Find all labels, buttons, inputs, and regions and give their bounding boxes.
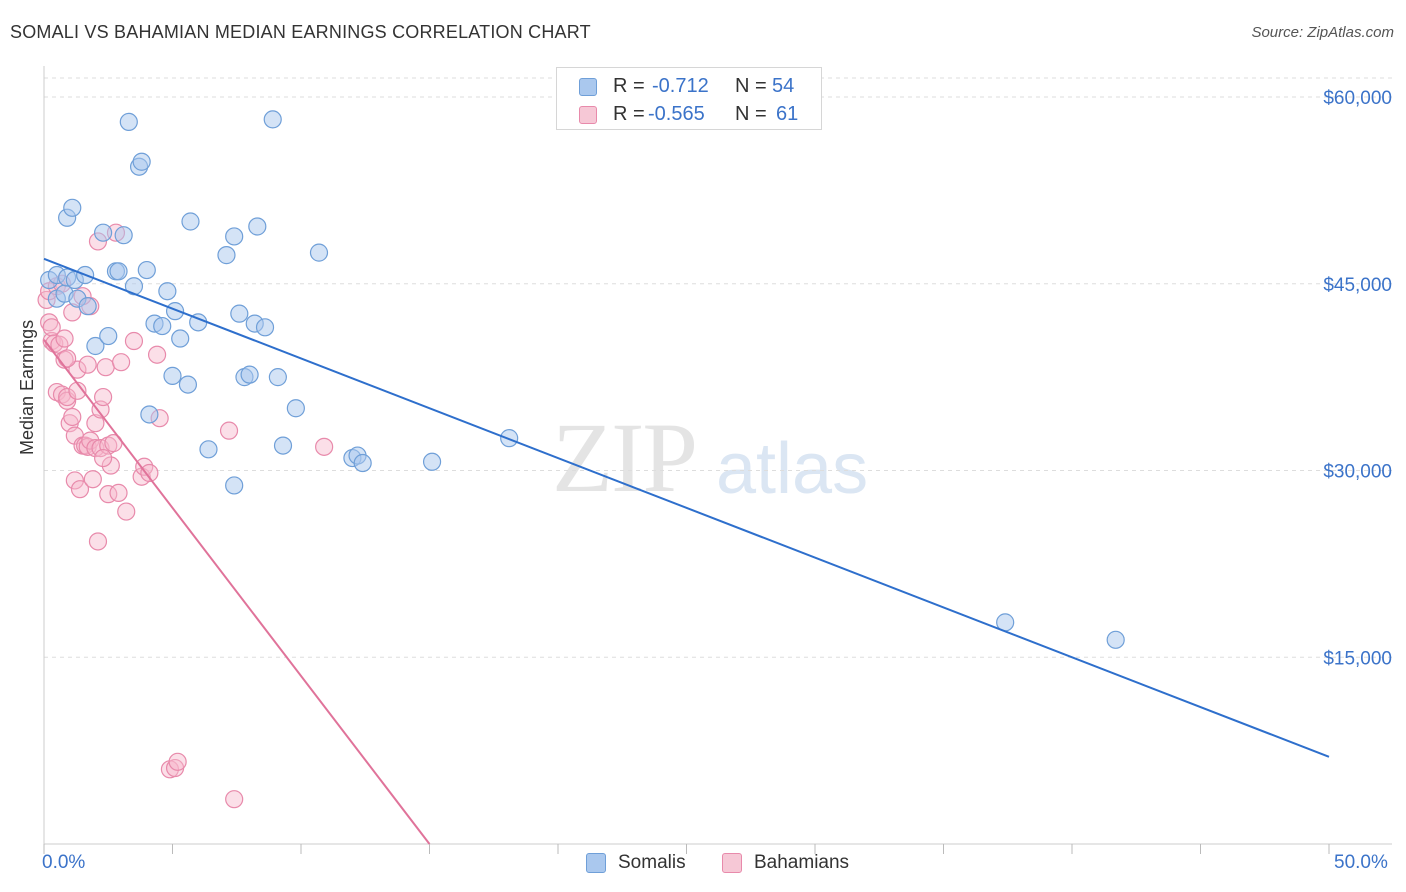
- bahamian-point-55: [219, 421, 239, 440]
- trend-lines: [43, 257, 1330, 845]
- bahamian-swatch: [579, 106, 597, 124]
- somali-point-38: [240, 365, 259, 384]
- somali-point-49: [353, 453, 372, 473]
- somali-point-21: [137, 260, 156, 280]
- source-label: Source: ZipAtlas.com: [1251, 24, 1394, 41]
- bahamian-r-value: -0.565: [648, 103, 705, 125]
- x-tick-label-max: 50.0%: [1334, 852, 1388, 873]
- bahamian-point-40: [101, 456, 120, 475]
- somali-point-40: [248, 217, 267, 236]
- chart-title: SOMALI VS BAHAMIAN MEDIAN EARNINGS CORRE…: [10, 22, 591, 42]
- somali-point-32: [199, 440, 218, 459]
- bahamian-point-14: [58, 387, 77, 407]
- bahamian-trend-line: [43, 339, 431, 845]
- y-tick-labels: $15,000 $30,000 $45,000 $60,000: [1323, 88, 1392, 669]
- somali-point-34: [225, 227, 244, 246]
- x-tick-label-min: 0.0%: [42, 852, 86, 873]
- somali-point-18: [119, 112, 138, 132]
- somali-point-24: [153, 316, 172, 336]
- bahamian-point-12: [55, 329, 74, 348]
- somali-point-10: [78, 297, 97, 316]
- somali-points: [40, 110, 1125, 649]
- somali-point-11: [86, 336, 105, 356]
- somali-point-15: [109, 262, 128, 281]
- bahamian-point-19: [65, 471, 84, 490]
- bahamian-point-36: [94, 387, 113, 407]
- bahamian-point-26: [78, 355, 97, 374]
- somali-point-29: [178, 375, 198, 394]
- bahamian-points: [37, 223, 334, 809]
- somali-point-20: [132, 152, 151, 171]
- bahamian-point-54: [168, 752, 187, 771]
- axes: [43, 66, 1392, 854]
- bottom-bahamian-label: Bahamians: [754, 852, 850, 873]
- bahamian-point-37: [96, 358, 115, 377]
- somali-trend-line: [43, 257, 1330, 758]
- bahamian-n-value: 61: [776, 103, 799, 125]
- bahamian-point-44: [111, 353, 131, 372]
- somali-point-45: [286, 399, 305, 418]
- y-axis-label: Median Earnings: [17, 319, 37, 455]
- somali-point-43: [268, 368, 287, 387]
- bahamian-point-57: [315, 437, 334, 456]
- somali-point-44: [273, 436, 293, 455]
- somali-point-36: [230, 304, 249, 323]
- somali-point-42: [263, 110, 282, 129]
- somali-n-label: N =: [735, 75, 767, 97]
- bahamian-point-2: [40, 313, 59, 332]
- somali-r-label: R =: [613, 75, 645, 97]
- bahamian-point-29: [83, 470, 102, 489]
- legend-row-somalis: R = -0.712 N = 54: [557, 72, 823, 102]
- watermark-zip: ZIP: [552, 402, 698, 513]
- bahamian-point-46: [124, 331, 144, 351]
- somali-point-35: [225, 476, 244, 495]
- somali-point-46: [309, 243, 329, 262]
- bottom-somali-swatch: [586, 853, 606, 873]
- somali-point-33: [217, 246, 236, 265]
- somali-point-16: [114, 226, 133, 245]
- bahamian-point-22: [70, 480, 90, 499]
- somali-swatch: [579, 78, 597, 96]
- somali-point-26: [163, 366, 182, 385]
- somali-n-value: 54: [772, 75, 795, 97]
- bahamian-point-31: [86, 414, 105, 433]
- somali-point-25: [158, 282, 177, 301]
- y-tick-label-30000: $30,000: [1323, 462, 1392, 483]
- somali-point-12: [94, 223, 113, 242]
- somali-point-22: [140, 405, 159, 424]
- bahamian-point-56: [225, 790, 244, 809]
- y-tick-label-45000: $45,000: [1323, 275, 1392, 296]
- somali-point-13: [99, 326, 118, 346]
- bahamian-point-50: [147, 345, 167, 364]
- y-tick-label-15000: $15,000: [1323, 648, 1392, 669]
- bahamian-point-49: [140, 463, 159, 483]
- bahamian-r-label: R =: [613, 103, 645, 125]
- somali-point-6: [63, 198, 82, 217]
- bahamian-point-43: [109, 483, 128, 503]
- somali-point-27: [165, 302, 185, 321]
- legend-row-bahamians: R = -0.565 N = 61: [557, 100, 823, 130]
- bahamian-point-21: [68, 360, 87, 379]
- bahamian-point-59: [58, 349, 77, 368]
- bahamian-point-16: [63, 407, 82, 427]
- correlation-legend: R = -0.712 N = 54 R = -0.565 N = 61: [556, 67, 822, 130]
- somali-point-28: [171, 329, 190, 348]
- somali-point-30: [181, 212, 200, 231]
- somali-point-50: [422, 452, 442, 471]
- y-tick-label-60000: $60,000: [1323, 88, 1392, 109]
- watermark-atlas: atlas: [716, 429, 869, 509]
- bottom-bahamian-swatch: [722, 853, 742, 873]
- somali-point-41: [255, 318, 275, 337]
- bahamian-n-label: N =: [735, 103, 767, 125]
- bahamian-point-60: [94, 448, 113, 468]
- somali-r-value: -0.712: [652, 75, 709, 97]
- somali-point-53: [1106, 630, 1125, 649]
- bottom-somali-label: Somalis: [618, 852, 686, 873]
- bahamian-point-32: [88, 532, 108, 551]
- bahamian-point-45: [117, 502, 136, 521]
